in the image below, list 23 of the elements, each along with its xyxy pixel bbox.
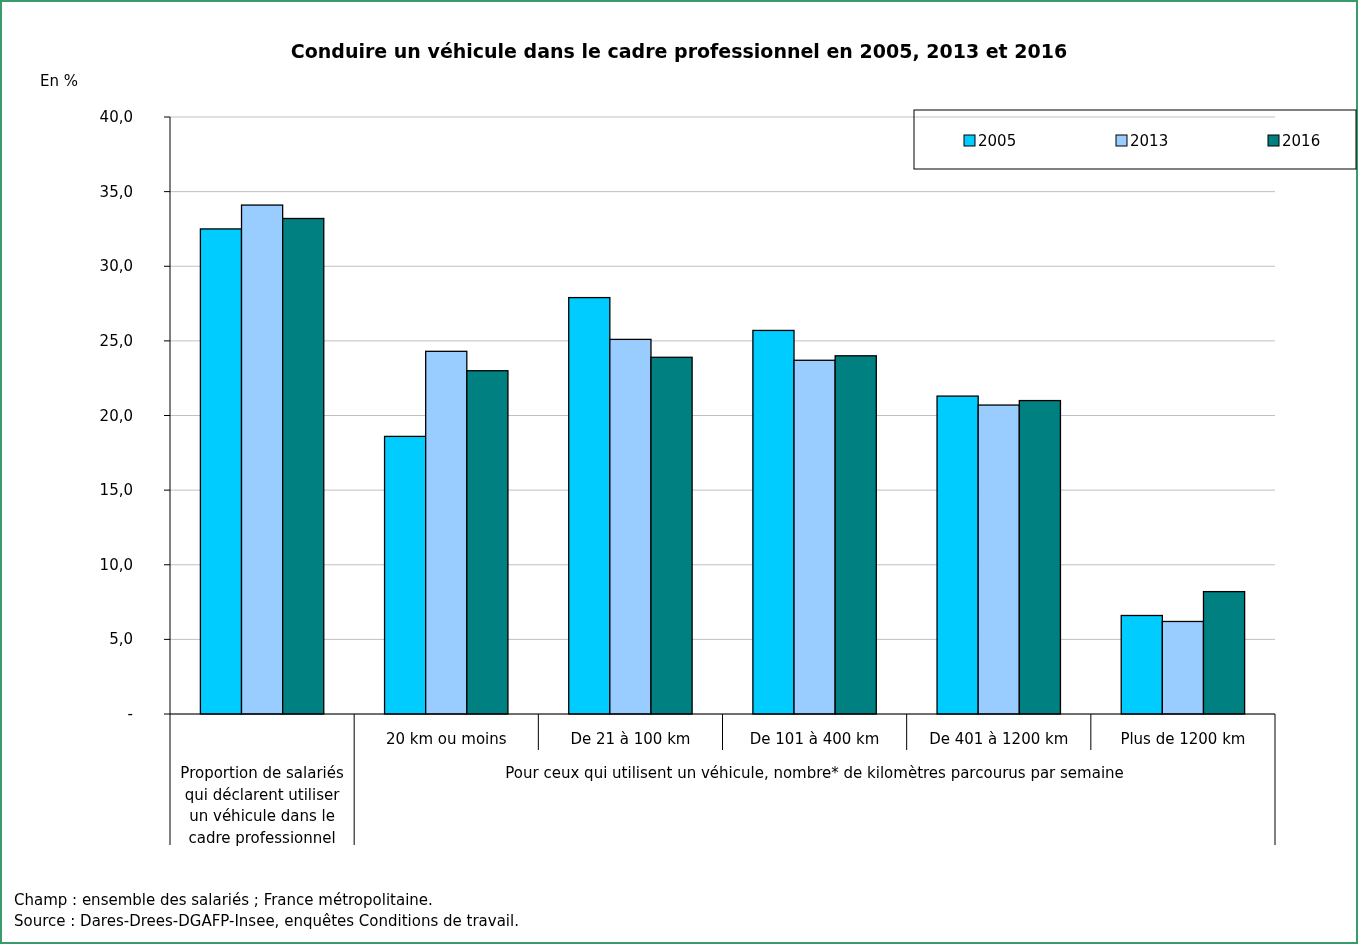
x-tick-label: De 21 à 100 km	[570, 730, 691, 748]
y-tick-label: 20,0	[99, 406, 133, 425]
y-tick-label: 15,0	[99, 481, 133, 500]
x-tick-label: De 101 à 400 km	[749, 730, 880, 748]
y-axis-title: En %	[40, 72, 79, 90]
text: Pour ceux qui utilisent un véhicule, nombre* de kilomètres parcourus par semaine	[505, 764, 1124, 782]
text: Proportion de salariés qui déclarent utiliser un véhicule dans le cadre professionnel	[180, 764, 344, 847]
legend-label: 2016	[1282, 132, 1321, 150]
y-tick-label: 40,0	[99, 108, 133, 126]
y-tick-label: -	[127, 705, 133, 723]
legend-label: 2005	[978, 132, 1017, 150]
chart-title: Conduire un véhicule dans le cadre professionnel en 2005, 2013 et 2016	[290, 40, 1068, 62]
y-tick-label: 10,0	[99, 555, 133, 574]
y-tick-label: 5,0	[109, 630, 133, 649]
x-tick-label: Plus de 1200 km	[1120, 730, 1246, 748]
x-tick-label: De 401 à 1200 km	[929, 730, 1069, 748]
text: Champ : ensemble des salariés ; France métropolitaine.	[14, 891, 433, 909]
x-tick-label: 20 km ou moins	[385, 730, 507, 748]
y-tick-label: 30,0	[99, 257, 133, 276]
source-note: Source : Dares-Drees-DGAFP-Insee, enquêtes Conditions de travail.	[14, 912, 519, 930]
legend-label: 2013	[1130, 132, 1169, 150]
y-tick-label: 25,0	[99, 331, 133, 350]
y-tick-label: 35,0	[99, 182, 133, 201]
